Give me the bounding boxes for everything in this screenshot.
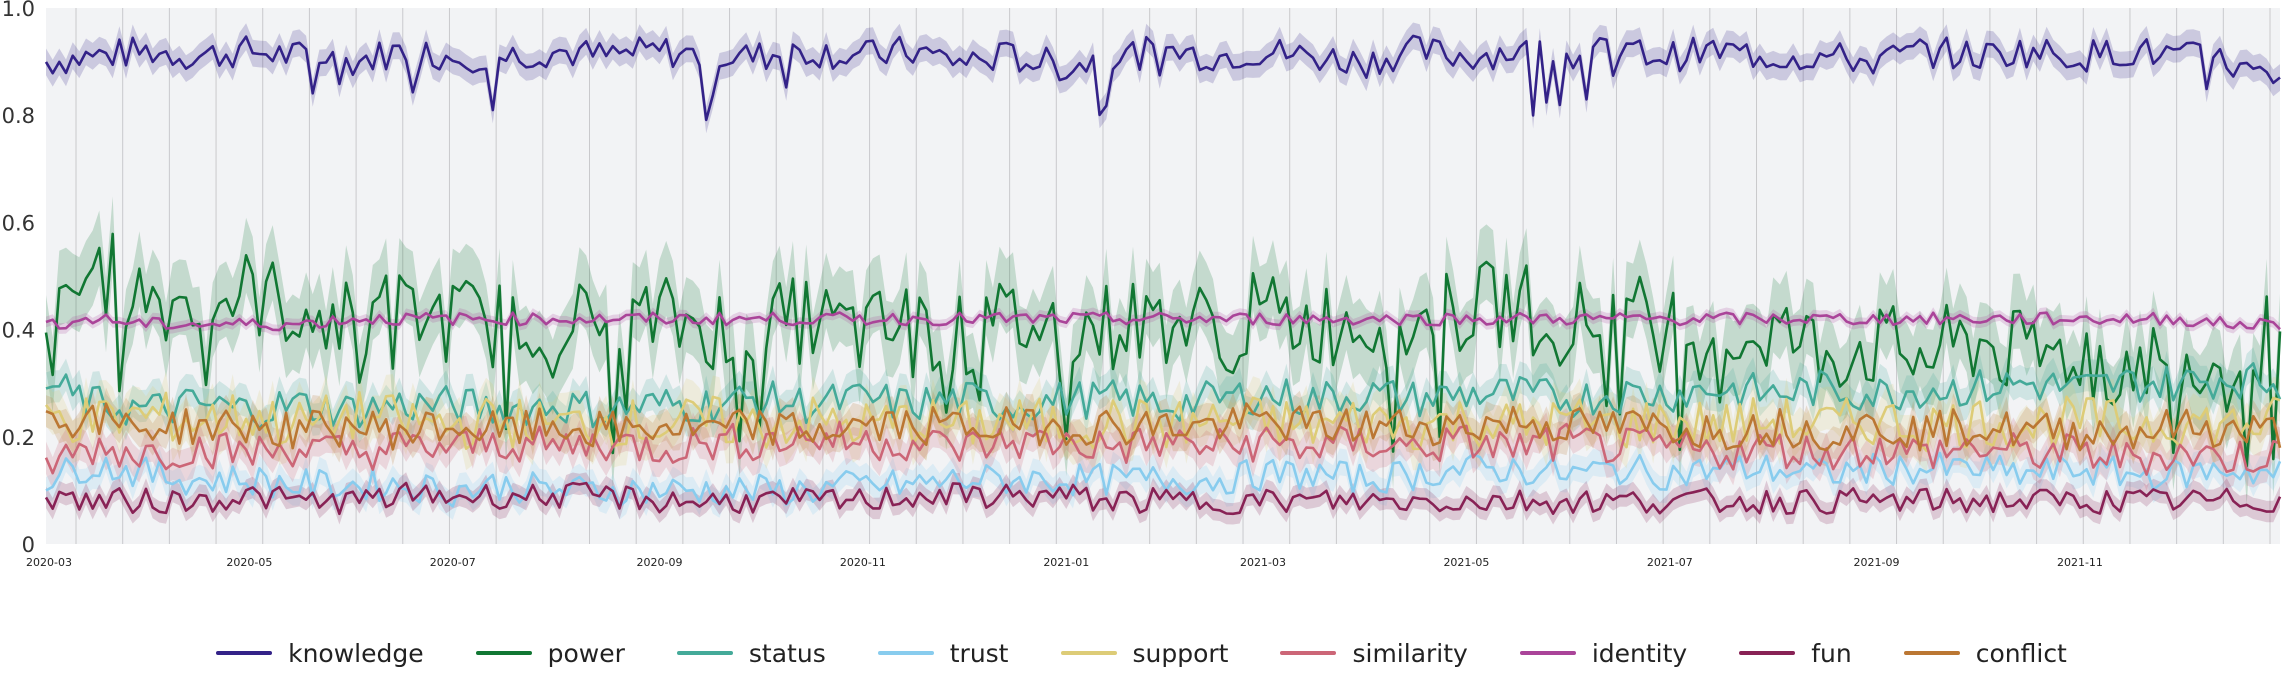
y-tick-label: 0.8 [2, 104, 35, 128]
band-conflict [46, 387, 2280, 467]
y-tick-label: 0.6 [2, 211, 35, 235]
y-tick-label: 0 [22, 533, 35, 557]
legend-label: fun [1811, 638, 1852, 668]
chart-legend: knowledge power status trust support similari… [0, 625, 2283, 681]
series-line-power [44, 232, 2282, 468]
legend-item-fun: fun [1739, 639, 1852, 668]
x-tick-label: 2020-07 [430, 556, 476, 569]
series-line-conflict [45, 402, 2282, 452]
legend-swatch [1519, 651, 1576, 655]
legend-item-similarity: similarity [1280, 638, 1468, 668]
series-line-knowledge [44, 34, 2281, 122]
x-tick-label: 2021-03 [1240, 556, 1286, 569]
legend-swatch [1739, 651, 1796, 655]
x-tick-label: 2021-09 [1854, 556, 1900, 569]
legend-label: similarity [1352, 638, 1468, 668]
plot-area [46, 8, 2280, 544]
legend-swatch [1060, 651, 1117, 655]
y-axis-ticks: 0 0.2 0.4 0.6 0.8 1.0 [2, 0, 35, 557]
legend-label: identity [1591, 638, 1688, 668]
legend-item-support: support [1060, 638, 1229, 668]
grid-lines [75, 8, 2271, 544]
legend-item-identity: identity [1519, 638, 1688, 668]
legend-item-conflict: conflict [1903, 638, 2067, 668]
x-tick-label: 2021-11 [2057, 556, 2103, 569]
y-tick-label: 0.2 [2, 426, 35, 450]
legend-label: status [748, 638, 826, 668]
x-tick-label: 2020-09 [637, 556, 683, 569]
x-tick-label: 2021-07 [1647, 556, 1693, 569]
x-tick-label: 2020-11 [840, 556, 886, 569]
legend-swatch [1903, 651, 1960, 655]
legend-label: power [547, 638, 625, 668]
x-tick-label: 2020-03 [26, 556, 72, 569]
legend-swatch [475, 651, 532, 655]
x-axis-ticks: 2020-03 2020-05 2020-07 2020-09 2020-11 2021-… [26, 556, 2103, 569]
legend-swatch [1280, 651, 1337, 655]
x-tick-label: 2020-05 [226, 556, 272, 569]
series-line-fun [44, 481, 2282, 516]
legend-label: conflict [1975, 638, 2067, 668]
band-power [46, 196, 2280, 505]
x-tick-label: 2021-05 [1443, 556, 1489, 569]
y-tick-label: 0.4 [2, 319, 35, 343]
legend-item-trust: trust [877, 638, 1009, 668]
legend-label: knowledge [288, 638, 424, 668]
legend-item-status: status [676, 638, 826, 668]
legend-swatch [676, 651, 733, 655]
line-chart: 00.20.40.60.81.0 2020-03 2020-05 2020-07 20… [2, 0, 2282, 569]
legend-label: trust [949, 638, 1009, 668]
series-line-identity [45, 311, 2281, 332]
legend-label: support [1132, 638, 1229, 668]
x-tick-label: 2021-01 [1043, 556, 1089, 569]
y-tick-label: 1.0 [2, 0, 35, 21]
series-line-similarity [44, 420, 2281, 476]
legend-swatch [216, 651, 273, 655]
legend-item-knowledge: knowledge [216, 639, 424, 668]
series-line-status [45, 362, 2282, 430]
series-lines [44, 34, 2282, 516]
legend-swatch [877, 651, 934, 655]
legend-item-power: power [475, 638, 625, 668]
band-support [46, 370, 2280, 473]
series-line-trust [45, 451, 2282, 508]
